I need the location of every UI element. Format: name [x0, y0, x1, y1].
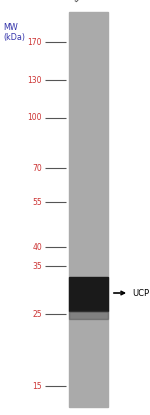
Text: 25: 25 — [32, 310, 42, 319]
Text: 170: 170 — [27, 38, 42, 47]
Text: 70: 70 — [32, 164, 42, 173]
Text: UCP1: UCP1 — [132, 288, 150, 298]
Text: MW
(kDa): MW (kDa) — [3, 23, 25, 42]
Bar — [69, 311, 108, 320]
Text: 130: 130 — [27, 76, 42, 85]
Text: 15: 15 — [32, 382, 42, 391]
Bar — [69, 12, 108, 407]
Text: 35: 35 — [32, 262, 42, 271]
Text: 40: 40 — [32, 243, 42, 252]
Text: Mouse brown
adipose: Mouse brown adipose — [64, 0, 114, 4]
Text: 55: 55 — [32, 198, 42, 207]
Bar — [69, 277, 108, 311]
Text: 100: 100 — [27, 113, 42, 122]
